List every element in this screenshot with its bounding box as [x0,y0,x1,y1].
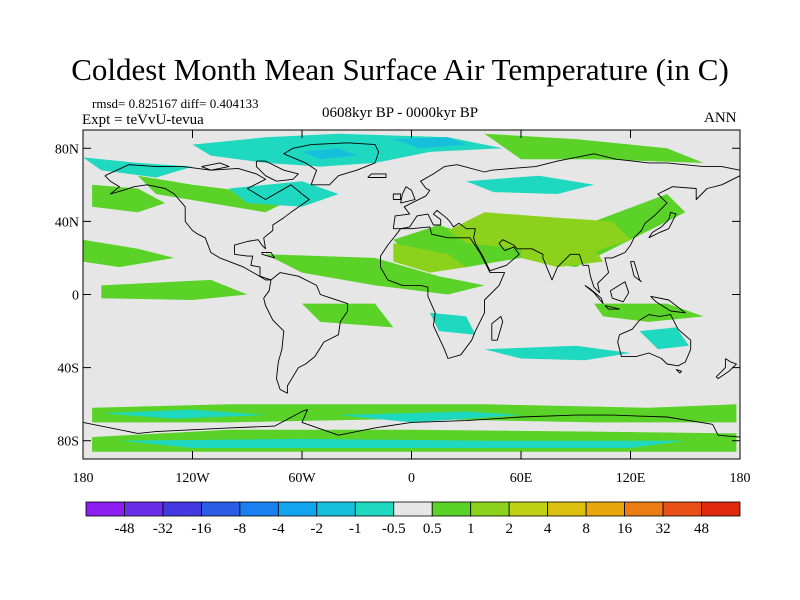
colorbar-swatch [316,501,356,517]
colorbar-label: -4 [272,521,285,537]
anomaly-region [302,303,394,328]
anomaly-region [466,175,594,194]
coastline [650,295,686,314]
anomaly-region [448,212,631,258]
colorbar-label: -8 [234,521,247,537]
lat-tick-label: 40N [55,215,79,230]
lat-tick-label: 0 [72,289,79,304]
colorbar-label: -16 [191,521,211,537]
anomaly-region [92,184,166,213]
colorbar-swatch [508,501,549,517]
anomaly-region [101,279,248,300]
colorbar-label: -48 [115,521,135,537]
coastline [617,314,692,367]
lon-tick-label: 120E [616,471,646,486]
anomaly-region [83,239,175,268]
coastline [255,160,299,182]
lon-tick-label: 120W [175,471,210,486]
anomaly-region [639,327,689,350]
lon-tick-label: 60E [510,471,533,486]
colorbar-label: 0.5 [423,521,442,537]
colorbar-label: 48 [694,521,709,537]
colorbar-label: -2 [311,521,324,537]
stats-text: rmsd= 0.825167 diff= 0.404133 [92,96,259,111]
colorbar-swatch [585,501,625,517]
anomaly-region [302,148,357,160]
colorbar-swatch [393,501,433,517]
period-text: 0608kyr BP - 0000kyr BP [322,105,479,121]
coastline [715,358,737,380]
colorbar-swatch [85,501,125,517]
lon-tick-label: 0 [408,471,415,486]
colorbar: -48 -32 -16 -8 -4 -2 -1 -0.5 0.5 1 2 4 8 16 32 48 [85,501,741,537]
experiment-text: Expt = teVvU-tevua [82,112,204,128]
colorbar-label: -0.5 [382,521,406,537]
colorbar-swatch [547,501,587,517]
lon-tick-label: 180 [73,471,94,486]
colorbar-swatch [624,501,664,517]
anomaly-region [101,409,266,419]
coastline [584,285,604,305]
anomaly-region [265,254,485,295]
colorbar-label: 32 [656,521,671,537]
coastline [367,173,387,178]
coastline [491,315,504,341]
colorbar-label: 16 [617,521,633,537]
temperature-anomaly-field [83,133,737,452]
anomaly-region [119,438,686,448]
anomaly-region [393,243,467,273]
colorbar-label: -1 [349,521,362,537]
lon-tick-label: 180 [730,471,751,486]
anomaly-region [484,345,631,361]
coastline [392,193,402,200]
anomaly-region [229,181,339,207]
coastline [630,261,642,283]
coastline [675,368,683,374]
coastline [392,153,740,294]
colorbar-swatch [201,501,241,517]
coastline [604,305,620,310]
coastline [263,272,349,394]
anomaly-region [393,194,686,268]
anomaly-region [594,303,704,322]
coastline [83,409,740,438]
coastline [261,252,276,259]
coastline [380,226,506,359]
coastlines [83,142,740,438]
coastline [201,162,230,171]
colorbar-label: 1 [467,521,475,537]
lat-tick-label: 80N [55,142,79,157]
lat-tick-label: 80S [57,435,79,450]
colorbar-label: -32 [153,521,173,537]
axis-ticks: 80N 40N 0 40S 80S 180 120W 60W 0 60E 120E 180 [55,130,751,486]
colorbar-swatch [662,501,702,517]
colorbar-label: 8 [582,521,590,537]
colorbar-swatch [239,501,279,517]
colorbar-swatch [277,501,318,517]
lat-tick-label: 40S [57,362,79,377]
coastline [104,164,310,281]
map-title: Coldest Month Mean Surface Air Temperatu… [71,52,729,87]
coastline [648,211,677,239]
anomaly-region [521,239,604,268]
colorbar-swatch [124,501,164,517]
lon-tick-label: 60W [288,471,316,486]
coastline [283,142,380,186]
anomaly-region [83,157,193,178]
colorbar-swatch [354,501,395,517]
anomaly-region [429,312,476,335]
colorbar-swatch [701,501,741,517]
colorbar-swatch [162,501,202,517]
anomaly-region [484,133,704,163]
coastline [609,281,630,303]
colorbar-swatch [470,501,510,517]
colorbar-label: 2 [505,521,513,537]
anomaly-region [338,411,521,423]
coastline [400,186,416,204]
colorbar-swatch [431,501,472,517]
anomaly-region [393,137,467,149]
season-text: ANN [704,110,737,126]
colorbar-label: 4 [544,521,552,537]
